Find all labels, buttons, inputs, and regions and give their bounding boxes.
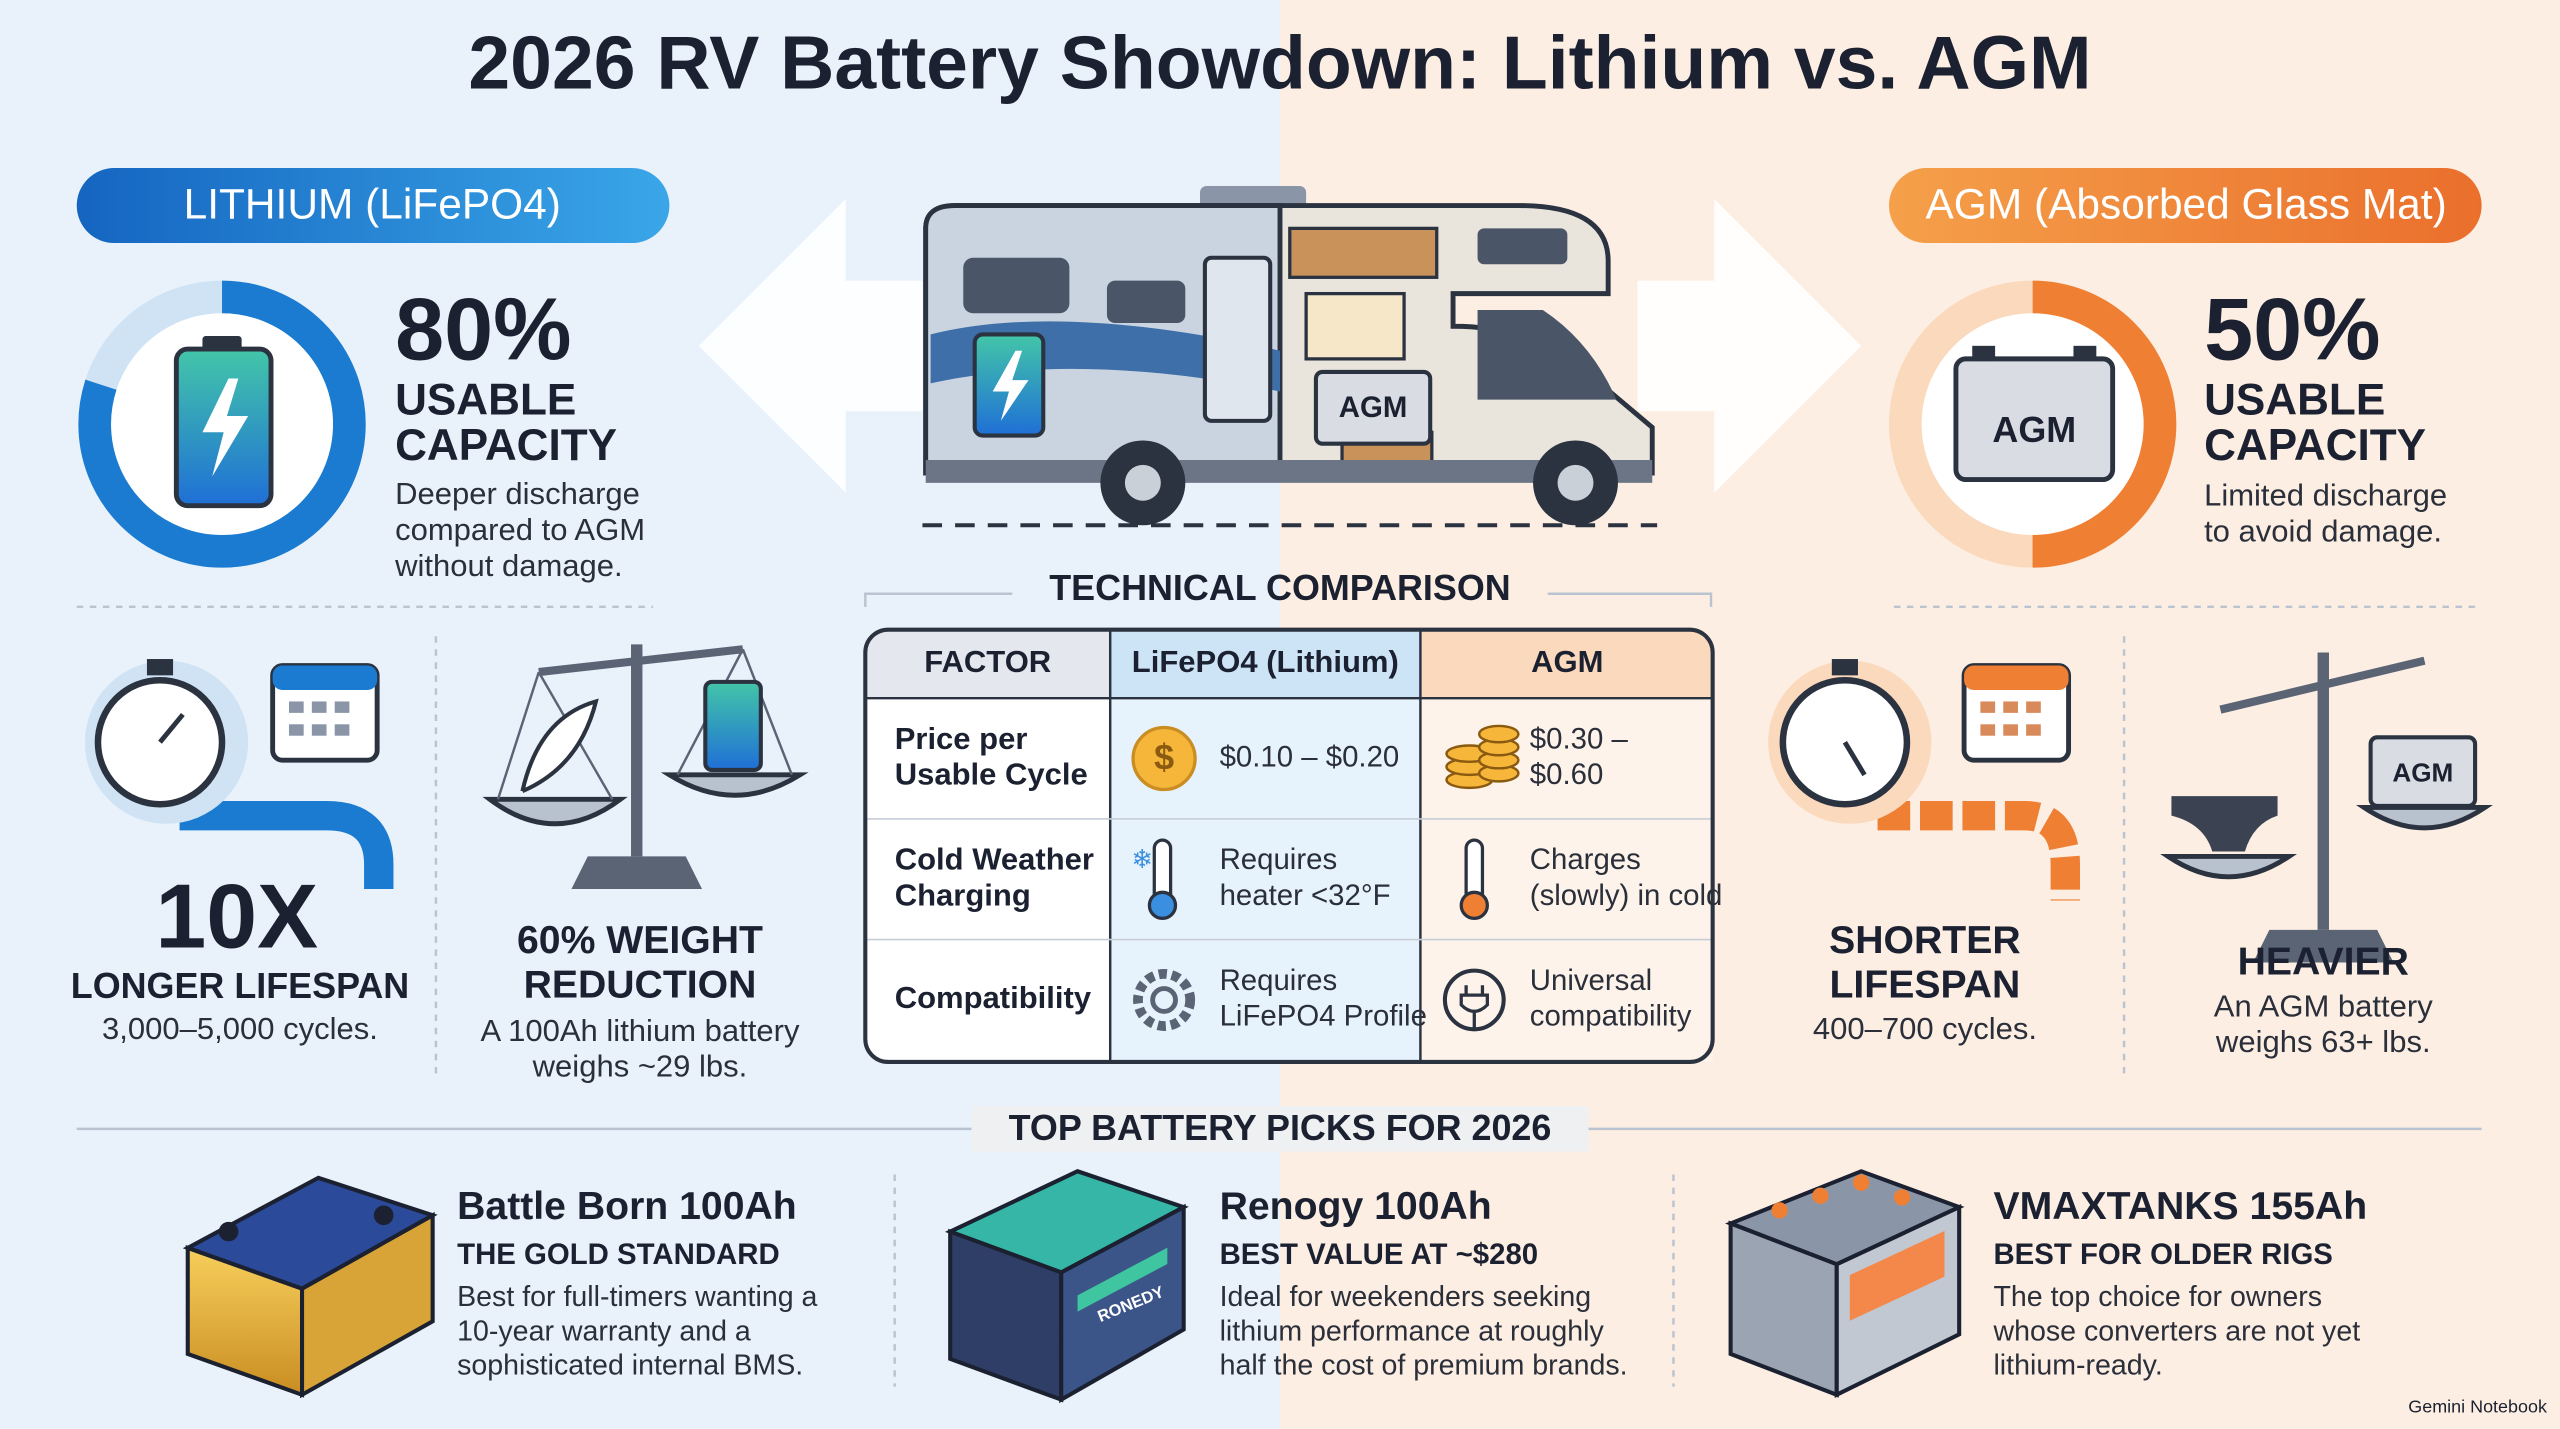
lithium-stat: 80%: [395, 279, 571, 378]
lithium-badge: [76, 168, 670, 244]
agm-stat: 50%: [2204, 279, 2380, 378]
value-cell: $0.30 –: [1530, 722, 1629, 755]
agm-scale-icon: [2160, 652, 2493, 963]
value-cell: compatibility: [1530, 1000, 1692, 1033]
lithium-desc: compared to AGM: [395, 512, 645, 547]
comparison-title: TECHNICAL COMPARISON: [1049, 568, 1510, 608]
agm-stat-label: CAPACITY: [2204, 421, 2426, 470]
agm-lifespan-detail: 400–700 cycles.: [1813, 1011, 2037, 1046]
factor-cell: Price per: [895, 721, 1028, 756]
value-cell: $0.10 – $0.20: [1220, 740, 1400, 773]
pick-name: Battle Born 100Ah: [457, 1185, 797, 1228]
agm-badge-text: AGM (Absorbed Glass Mat): [1926, 180, 2447, 227]
lithium-ring: [78, 280, 366, 568]
column-header: FACTOR: [924, 644, 1051, 679]
pick-tagline: BEST VALUE AT ~$280: [1220, 1238, 1539, 1271]
lithium-lifespan-icon: [84, 659, 394, 890]
lifespan-detail: 3,000–5,000 cycles.: [102, 1011, 378, 1046]
agm-stat-label: USABLE: [2204, 376, 2385, 425]
rv-battery-label: AGM: [1339, 391, 1408, 424]
lithium-stat-label: USABLE: [395, 376, 576, 425]
title: 2026 RV Battery Showdown: Lithium vs. AG…: [468, 20, 2091, 104]
value-cell: $0.60: [1530, 758, 1604, 791]
lithium-scale-icon: [482, 644, 809, 890]
value-cell: LiFePO4 Profile: [1220, 1000, 1427, 1033]
lifespan-stat: 10X: [155, 865, 318, 967]
comparison-table: ❄: [863, 627, 1715, 1065]
rv-illustration: [698, 185, 1862, 528]
weight-detail: A 100Ah lithium battery: [481, 1013, 800, 1048]
pick-description: lithium-ready.: [1993, 1350, 2162, 1382]
pick-description: 10-year warranty and a: [457, 1315, 751, 1347]
section-bracket: [864, 592, 1713, 607]
agm-lifespan-label: SHORTER: [1829, 919, 2021, 962]
agm-lifespan-icon: [1768, 659, 2080, 901]
value-cell: Requires: [1220, 964, 1338, 997]
pick-description: Ideal for weekenders seeking: [1220, 1281, 1592, 1313]
factor-cell: Cold Weather: [895, 842, 1094, 877]
lithium-badge-text: LITHIUM (LiFePO4): [184, 180, 561, 227]
value-cell: Universal: [1530, 964, 1652, 997]
pick-tagline: BEST FOR OLDER RIGS: [1993, 1238, 2332, 1271]
pick-tagline: THE GOLD STANDARD: [457, 1238, 780, 1271]
pick-name: VMAXTANKS 155Ah: [1993, 1185, 2367, 1228]
factor-cell: Usable Cycle: [895, 757, 1088, 792]
pick-name: Renogy 100Ah: [1220, 1185, 1492, 1228]
lithium-desc: Deeper discharge: [395, 476, 640, 511]
agm-ring: [1888, 280, 2177, 568]
weight-label: 60% WEIGHT: [517, 919, 763, 962]
picks-title-bg: [971, 1106, 1589, 1152]
pick-description: lithium performance at roughly: [1220, 1315, 1605, 1347]
picks: Battle Born 100Ah THE GOLD STANDARD Best f…: [457, 1185, 2367, 1381]
svg-text:❄: ❄: [1131, 844, 1153, 874]
value-cell: Requires: [1220, 843, 1338, 876]
factor-cell: Compatibility: [895, 980, 1092, 1015]
lithium-desc: without damage.: [394, 548, 623, 583]
agm-icon-label: AGM: [1992, 410, 2076, 450]
agm-desc: Limited discharge: [2204, 478, 2447, 513]
lifespan-label: LONGER LIFESPAN: [71, 966, 409, 1006]
weight-detail: weighs ~29 lbs.: [532, 1049, 748, 1084]
agm-badge: [1888, 168, 2482, 244]
pick-description: sophisticated internal BMS.: [457, 1350, 803, 1382]
column-header: AGM: [1531, 644, 1603, 679]
pick-description: half the cost of premium brands.: [1220, 1350, 1628, 1382]
weight-label: REDUCTION: [524, 963, 757, 1006]
agm-weight-icon-label: AGM: [2392, 758, 2453, 788]
pick-description: whose converters are not yet: [1992, 1315, 2360, 1347]
lithium-stat-label: CAPACITY: [395, 421, 617, 470]
value-cell: Charges: [1530, 843, 1641, 876]
column-header: LiFePO4 (Lithium): [1132, 644, 1399, 679]
factor-cell: Charging: [895, 877, 1031, 912]
agm-lifespan-label: LIFESPAN: [1829, 963, 2020, 1006]
heavier-detail: weighs 63+ lbs.: [2215, 1024, 2431, 1059]
heavier-detail: An AGM battery: [2214, 988, 2433, 1023]
heavier-label: HEAVIER: [2238, 940, 2409, 983]
agm-desc: to avoid damage.: [2204, 514, 2442, 549]
coin-symbol: $: [1154, 738, 1174, 778]
pick-description: Best for full-timers wanting a: [457, 1281, 817, 1313]
picks-title: TOP BATTERY PICKS FOR 2026: [1009, 1108, 1552, 1148]
pick-description: The top choice for owners: [1993, 1281, 2322, 1313]
pick-images: [182, 1169, 1965, 1404]
value-cell: (slowly) in cold: [1530, 879, 1723, 912]
value-cell: heater <32°F: [1220, 879, 1391, 912]
footer: Gemini Notebook: [2408, 1397, 2547, 1417]
